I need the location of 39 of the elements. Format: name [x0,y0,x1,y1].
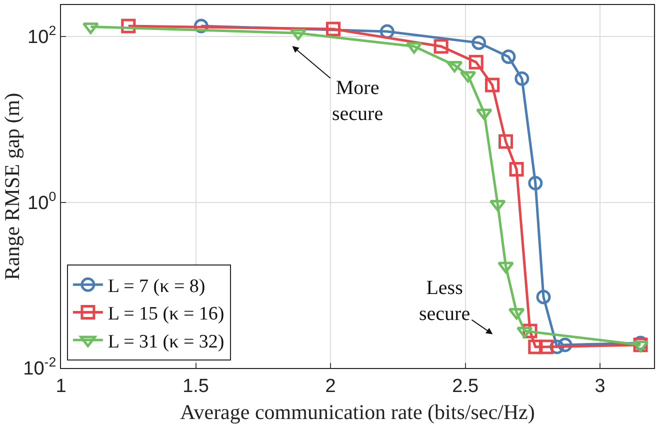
y-tick-label: 10$^{0}$ [28,188,56,214]
point [514,71,530,86]
y-tick-label: 10$^{2}$ [28,23,56,48]
point [538,340,554,354]
legend-label: L = 15 (κ = 16) [108,304,224,325]
legend-label: L = 7 (κ = 8) [108,276,206,297]
point [516,326,533,338]
point [434,39,448,54]
x-tick-label: 1 [56,376,66,397]
point [476,108,492,120]
point [290,28,306,40]
point [528,176,543,190]
y-axis-title: Range RMSE gap (m) [0,92,24,280]
point [82,22,99,34]
point [468,54,484,70]
point [498,262,514,274]
point [489,200,506,212]
point [498,134,513,149]
x-tick-label: 3 [594,376,606,397]
y-tick-label: 10$^{-2}$ [23,354,56,380]
legend-label: L = 31 (κ = 32) [108,331,224,352]
point [501,49,516,64]
point [406,42,422,54]
annotation: More secure [332,77,384,125]
point [472,36,486,50]
point [508,308,525,320]
x-tick-label: 2.5 [452,376,479,397]
annotation: Less secure [419,277,470,325]
point [509,162,524,177]
x-axis-title: Average communication rate (bits/sec/Hz) [180,400,535,424]
point [121,18,136,34]
point [632,340,649,352]
point [460,71,476,83]
point [536,290,551,304]
x-tick-label: 2 [325,376,336,397]
point [326,22,340,36]
point [485,78,500,92]
point [528,340,543,354]
x-tick-label: 1.5 [182,376,209,397]
